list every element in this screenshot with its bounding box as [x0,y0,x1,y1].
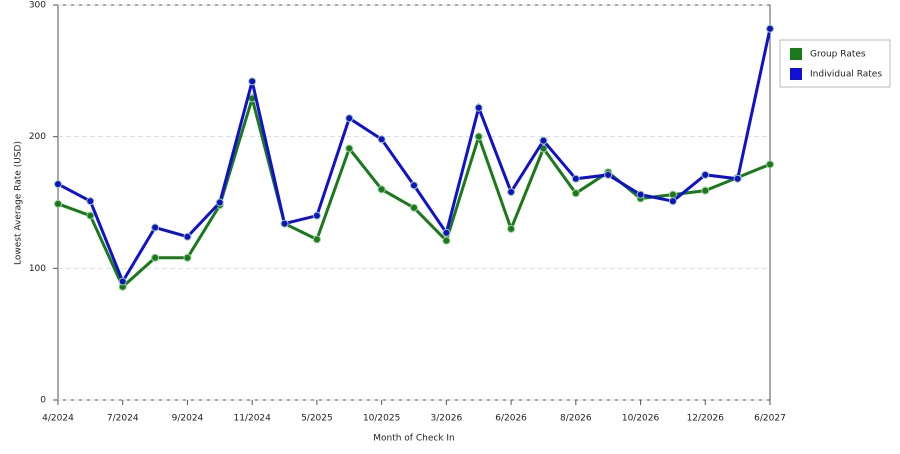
data-point [507,224,516,233]
x-tick-label: 6/2026 [495,414,527,424]
data-point [183,253,192,262]
x-tick-label: 3/2026 [431,414,463,424]
data-point [248,77,257,86]
plot-frame [57,4,771,401]
x-tick-label: 6/2027 [754,414,786,424]
y-tick-label: 300 [29,1,46,11]
data-point [86,211,95,220]
data-point [668,197,677,206]
legend-label: Individual Rates [810,70,882,80]
data-point [151,223,160,232]
data-point [766,24,774,33]
data-point [701,186,710,195]
data-point [668,190,677,199]
x-tick-label: 10/2026 [622,414,660,424]
legend-label: Group Rates [810,50,866,60]
data-point [766,160,774,169]
data-point [474,103,483,112]
data-point [410,181,418,190]
data-point [701,170,710,179]
x-tick-label: 5/2025 [301,414,333,424]
data-point [539,136,548,145]
x-tick-label: 11/2024 [233,414,271,424]
data-point [377,185,386,194]
x-tick-label: 8/2026 [560,414,592,424]
x-tick-label: 9/2024 [172,414,204,424]
data-point [474,132,483,141]
data-point [507,187,516,196]
data-point [54,180,62,189]
data-point [118,277,127,286]
data-point [312,235,321,244]
data-point [86,197,95,206]
legend-swatch [790,68,802,80]
data-point [280,219,289,228]
x-tick-label: 12/2026 [687,414,725,424]
data-point [571,189,580,198]
data-point [345,144,354,153]
data-point [151,253,160,262]
data-point [636,190,645,199]
data-point [312,211,321,220]
y-tick-label: 100 [29,264,46,274]
data-point [442,236,451,245]
data-point [345,114,354,123]
data-point [183,232,192,241]
data-point [54,199,62,208]
y-axis-label: Lowest Average Rate (USD) [14,141,24,265]
data-point [442,228,451,237]
data-point [571,174,580,183]
legend-swatch [790,48,802,60]
data-point [377,135,386,144]
x-axis-label: Month of Check In [373,434,455,444]
x-tick-label: 7/2024 [107,414,139,424]
y-tick-label: 200 [29,132,46,142]
data-point [410,203,418,212]
data-point [733,174,742,183]
x-tick-label: 10/2025 [363,414,400,424]
data-point [604,170,613,179]
data-point [215,198,224,207]
y-tick-label: 0 [40,396,46,406]
x-tick-label: 4/2024 [42,414,74,424]
